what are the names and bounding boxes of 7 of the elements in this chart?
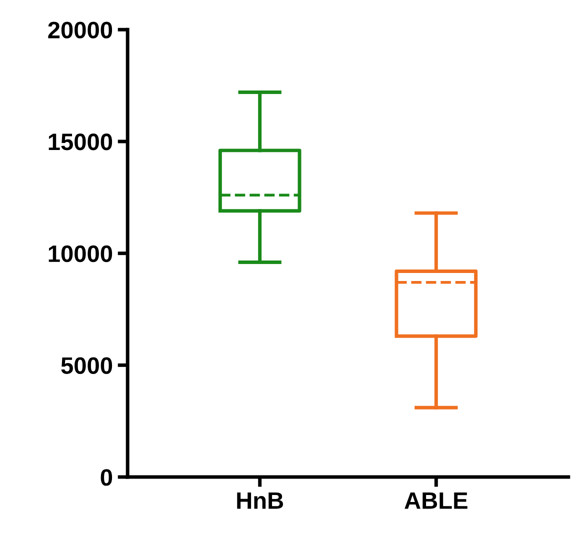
y-tick-label: 10000 <box>48 245 112 262</box>
x-tick-label: HnB <box>237 492 284 509</box>
y-tick-label: 20000 <box>48 22 112 38</box>
y-tick-label: 15000 <box>48 134 112 150</box>
x-tick-label: ABLE <box>404 492 468 509</box>
y-tick-label: 5000 <box>61 357 112 374</box>
y-tick-label: 0 <box>100 469 112 486</box>
